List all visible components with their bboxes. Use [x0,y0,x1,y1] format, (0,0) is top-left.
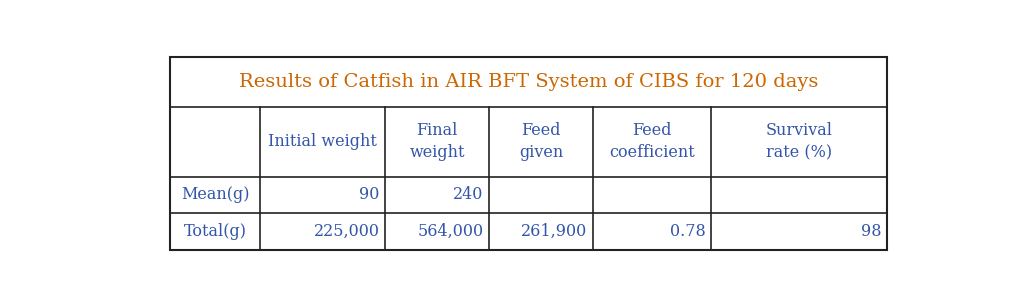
Text: 90: 90 [360,186,380,203]
Text: Total(g): Total(g) [184,223,247,240]
Text: Survival
rate (%): Survival rate (%) [766,122,832,161]
Text: Results of Catfish in AIR BFT System of CIBS for 120 days: Results of Catfish in AIR BFT System of … [239,73,818,91]
Text: Mean(g): Mean(g) [181,186,249,203]
Text: 98: 98 [861,223,881,240]
Text: Final
weight: Final weight [409,122,465,161]
Text: Initial weight: Initial weight [268,133,377,150]
Bar [171,57,887,250]
Text: 261,900: 261,900 [521,223,587,240]
Text: 225,000: 225,000 [314,223,380,240]
Text: Feed
given: Feed given [519,122,563,161]
Text: 240: 240 [453,186,484,203]
Text: 564,000: 564,000 [418,223,484,240]
Text: 0.78: 0.78 [670,223,705,240]
Text: Feed
coefficient: Feed coefficient [610,122,695,161]
